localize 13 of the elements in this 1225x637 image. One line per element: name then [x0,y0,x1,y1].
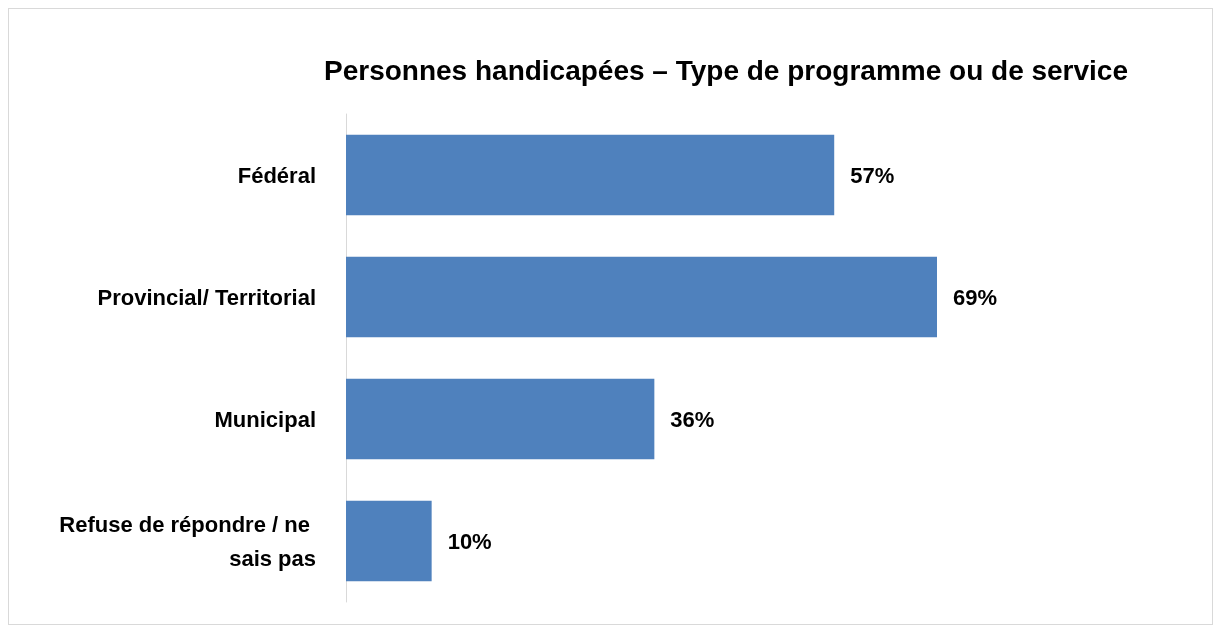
bar [346,134,835,216]
y-tick-label: Fédéral [237,162,316,188]
y-tick-label: Municipal [214,406,316,432]
bar [346,500,432,582]
chart-title: Personnes handicapées – Type de programme ou de service [323,54,1129,86]
data-label: 57% [850,162,895,188]
y-tick-label: Provincial/ Territorial [97,284,316,310]
y-tick-label: Refuse de répondre / ne sais pas [59,511,316,571]
bar [346,378,655,460]
data-label: 69% [953,284,998,310]
data-label: 10% [447,528,492,554]
data-label: 36% [670,406,715,432]
bar [346,256,937,338]
